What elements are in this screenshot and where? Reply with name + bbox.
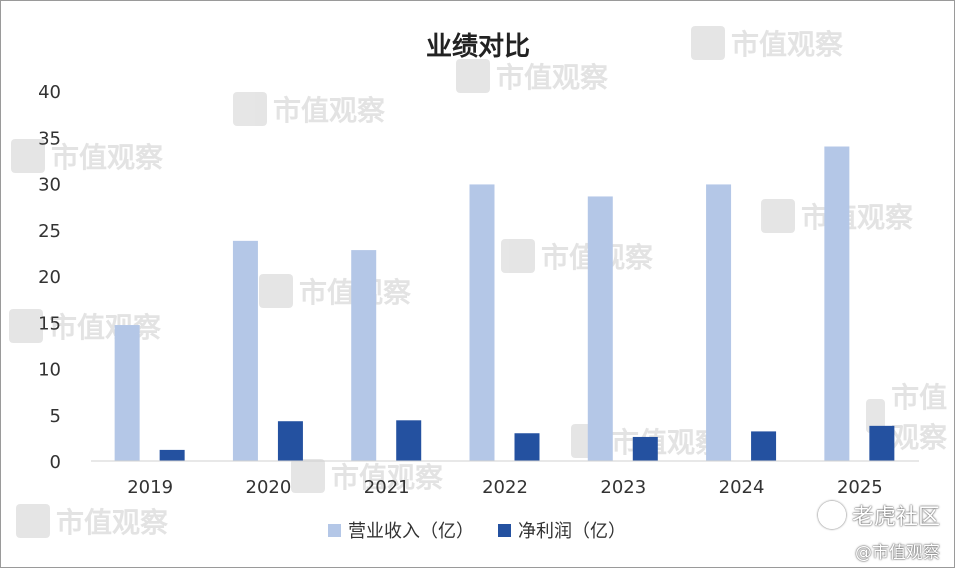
bar-series-2: [869, 425, 895, 461]
bar-series-2: [159, 449, 185, 461]
bar-series-1: [824, 146, 850, 461]
bar-series-1: [706, 184, 732, 462]
bar-series-2: [396, 420, 422, 461]
y-axis: 0 5 10 15 20 25 30 35 40: [38, 82, 61, 473]
legend-label: 营业收入（亿）: [348, 521, 474, 542]
legend-label: 净利润（亿）: [518, 521, 626, 542]
legend-swatch: [328, 524, 341, 537]
platform-credit: 老虎社区: [817, 499, 940, 531]
author-credit: @市值观察: [855, 543, 940, 563]
y-tick-label: 20: [38, 267, 61, 288]
bar-series-1: [114, 325, 140, 461]
y-tick-label: 25: [38, 221, 61, 242]
x-tick-label: 2019: [127, 477, 173, 498]
x-tick-label: 2023: [600, 477, 646, 498]
legend-swatch: [498, 524, 511, 537]
x-tick-label: 2022: [482, 477, 528, 498]
bar-series-2: [751, 431, 777, 461]
y-tick-label: 15: [38, 313, 61, 334]
y-tick-label: 10: [38, 360, 61, 381]
chart-title: 业绩对比: [426, 32, 530, 62]
x-tick-label: 2024: [719, 477, 765, 498]
y-tick-label: 5: [50, 406, 61, 427]
y-tick-label: 35: [38, 128, 61, 149]
bar-series-2: [277, 421, 303, 461]
bar-series-1: [232, 240, 258, 461]
bar-series-1: [587, 196, 613, 461]
bar-series-1: [351, 250, 377, 461]
x-axis: 2019 2020 2021 2022 2023 2024 2025: [127, 477, 883, 498]
y-tick-label: 30: [38, 175, 61, 196]
x-tick-label: 2020: [246, 477, 292, 498]
x-tick-label: 2025: [837, 477, 883, 498]
bar-series-2: [514, 433, 540, 461]
legend: 营业收入（亿） 净利润（亿）: [328, 521, 626, 542]
y-tick-label: 0: [50, 452, 61, 473]
tiger-logo-icon: [817, 501, 846, 529]
bar-series-1: [469, 184, 495, 462]
bar-series-2: [632, 436, 658, 461]
bars: [114, 146, 895, 462]
y-tick-label: 40: [38, 82, 61, 103]
x-tick-label: 2021: [364, 477, 410, 498]
